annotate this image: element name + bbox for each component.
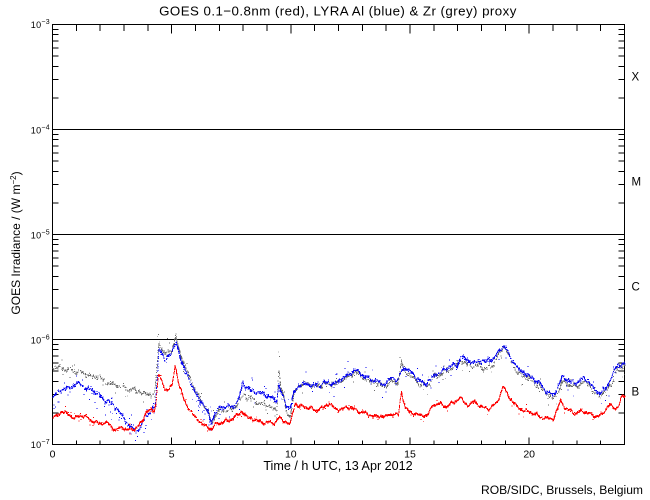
svg-text:10−5: 10−5 xyxy=(31,230,50,241)
svg-text:10−4: 10−4 xyxy=(31,125,50,136)
svg-text:M: M xyxy=(632,177,642,189)
svg-text:10−7: 10−7 xyxy=(31,439,50,450)
svg-text:10−6: 10−6 xyxy=(31,335,50,346)
svg-text:15: 15 xyxy=(404,449,416,461)
svg-text:0: 0 xyxy=(50,449,56,461)
svg-text:Time / h UTC, 13 Apr 2012: Time / h UTC, 13 Apr 2012 xyxy=(263,459,412,473)
svg-text:10: 10 xyxy=(285,449,297,461)
svg-text:ROB/SIDC, Brussels, Belgium: ROB/SIDC, Brussels, Belgium xyxy=(481,483,643,497)
svg-text:10−3: 10−3 xyxy=(31,19,50,30)
svg-text:B: B xyxy=(632,387,640,399)
svg-text:20: 20 xyxy=(523,449,535,461)
svg-text:C: C xyxy=(632,282,640,294)
svg-text:GOES Irradiance / (W m−2): GOES Irradiance / (W m−2) xyxy=(9,171,23,314)
svg-text:5: 5 xyxy=(169,449,175,461)
svg-text:GOES 0.1−0.8nm (red), LYRA Al: GOES 0.1−0.8nm (red), LYRA Al (blue) & Z… xyxy=(159,4,517,19)
svg-text:X: X xyxy=(632,72,640,84)
